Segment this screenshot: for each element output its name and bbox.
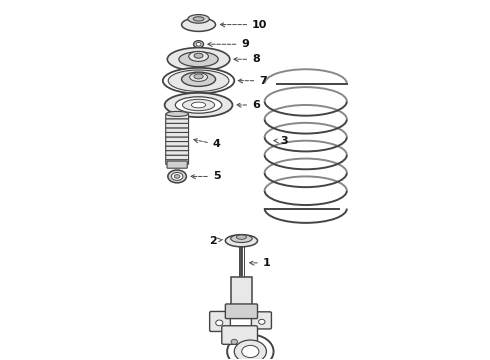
- Ellipse shape: [193, 17, 204, 21]
- Ellipse shape: [194, 74, 203, 79]
- FancyBboxPatch shape: [166, 137, 189, 141]
- Ellipse shape: [231, 339, 238, 344]
- FancyBboxPatch shape: [210, 311, 230, 332]
- FancyBboxPatch shape: [166, 141, 189, 146]
- Text: 1: 1: [249, 258, 270, 268]
- FancyBboxPatch shape: [166, 155, 189, 160]
- Ellipse shape: [225, 235, 258, 247]
- FancyBboxPatch shape: [251, 312, 271, 329]
- Ellipse shape: [234, 340, 267, 360]
- Ellipse shape: [196, 42, 201, 46]
- Ellipse shape: [165, 93, 232, 117]
- Ellipse shape: [188, 15, 209, 23]
- Ellipse shape: [168, 170, 186, 183]
- FancyBboxPatch shape: [166, 150, 189, 155]
- Ellipse shape: [182, 99, 215, 111]
- Ellipse shape: [174, 175, 180, 178]
- Ellipse shape: [194, 41, 203, 48]
- Ellipse shape: [192, 102, 206, 108]
- Text: 3: 3: [274, 136, 288, 146]
- FancyBboxPatch shape: [166, 132, 189, 137]
- Text: 5: 5: [191, 171, 220, 181]
- Ellipse shape: [163, 68, 234, 94]
- FancyBboxPatch shape: [166, 146, 189, 150]
- Ellipse shape: [259, 319, 265, 324]
- Text: 6: 6: [237, 100, 260, 110]
- FancyBboxPatch shape: [166, 159, 189, 164]
- FancyBboxPatch shape: [222, 326, 258, 344]
- Ellipse shape: [172, 172, 183, 180]
- FancyBboxPatch shape: [166, 123, 189, 128]
- Ellipse shape: [166, 111, 188, 116]
- FancyBboxPatch shape: [166, 128, 189, 132]
- Ellipse shape: [179, 52, 218, 67]
- Ellipse shape: [189, 51, 208, 62]
- Ellipse shape: [182, 18, 216, 31]
- Ellipse shape: [242, 345, 259, 357]
- FancyBboxPatch shape: [166, 114, 189, 119]
- Ellipse shape: [194, 53, 203, 58]
- Text: 9: 9: [208, 39, 249, 49]
- Text: 2: 2: [209, 236, 222, 246]
- Ellipse shape: [190, 73, 207, 81]
- Text: 10: 10: [220, 19, 268, 30]
- Text: 8: 8: [234, 54, 260, 64]
- Ellipse shape: [227, 334, 273, 360]
- Ellipse shape: [182, 72, 216, 86]
- Text: 4: 4: [194, 138, 220, 149]
- Ellipse shape: [168, 70, 229, 91]
- Ellipse shape: [175, 97, 222, 113]
- FancyBboxPatch shape: [231, 277, 252, 305]
- FancyBboxPatch shape: [167, 161, 187, 168]
- FancyBboxPatch shape: [166, 119, 189, 123]
- Ellipse shape: [216, 320, 223, 326]
- Ellipse shape: [237, 235, 246, 239]
- Ellipse shape: [167, 48, 230, 71]
- Ellipse shape: [231, 235, 252, 243]
- Text: 7: 7: [238, 76, 267, 86]
- FancyBboxPatch shape: [225, 304, 258, 319]
